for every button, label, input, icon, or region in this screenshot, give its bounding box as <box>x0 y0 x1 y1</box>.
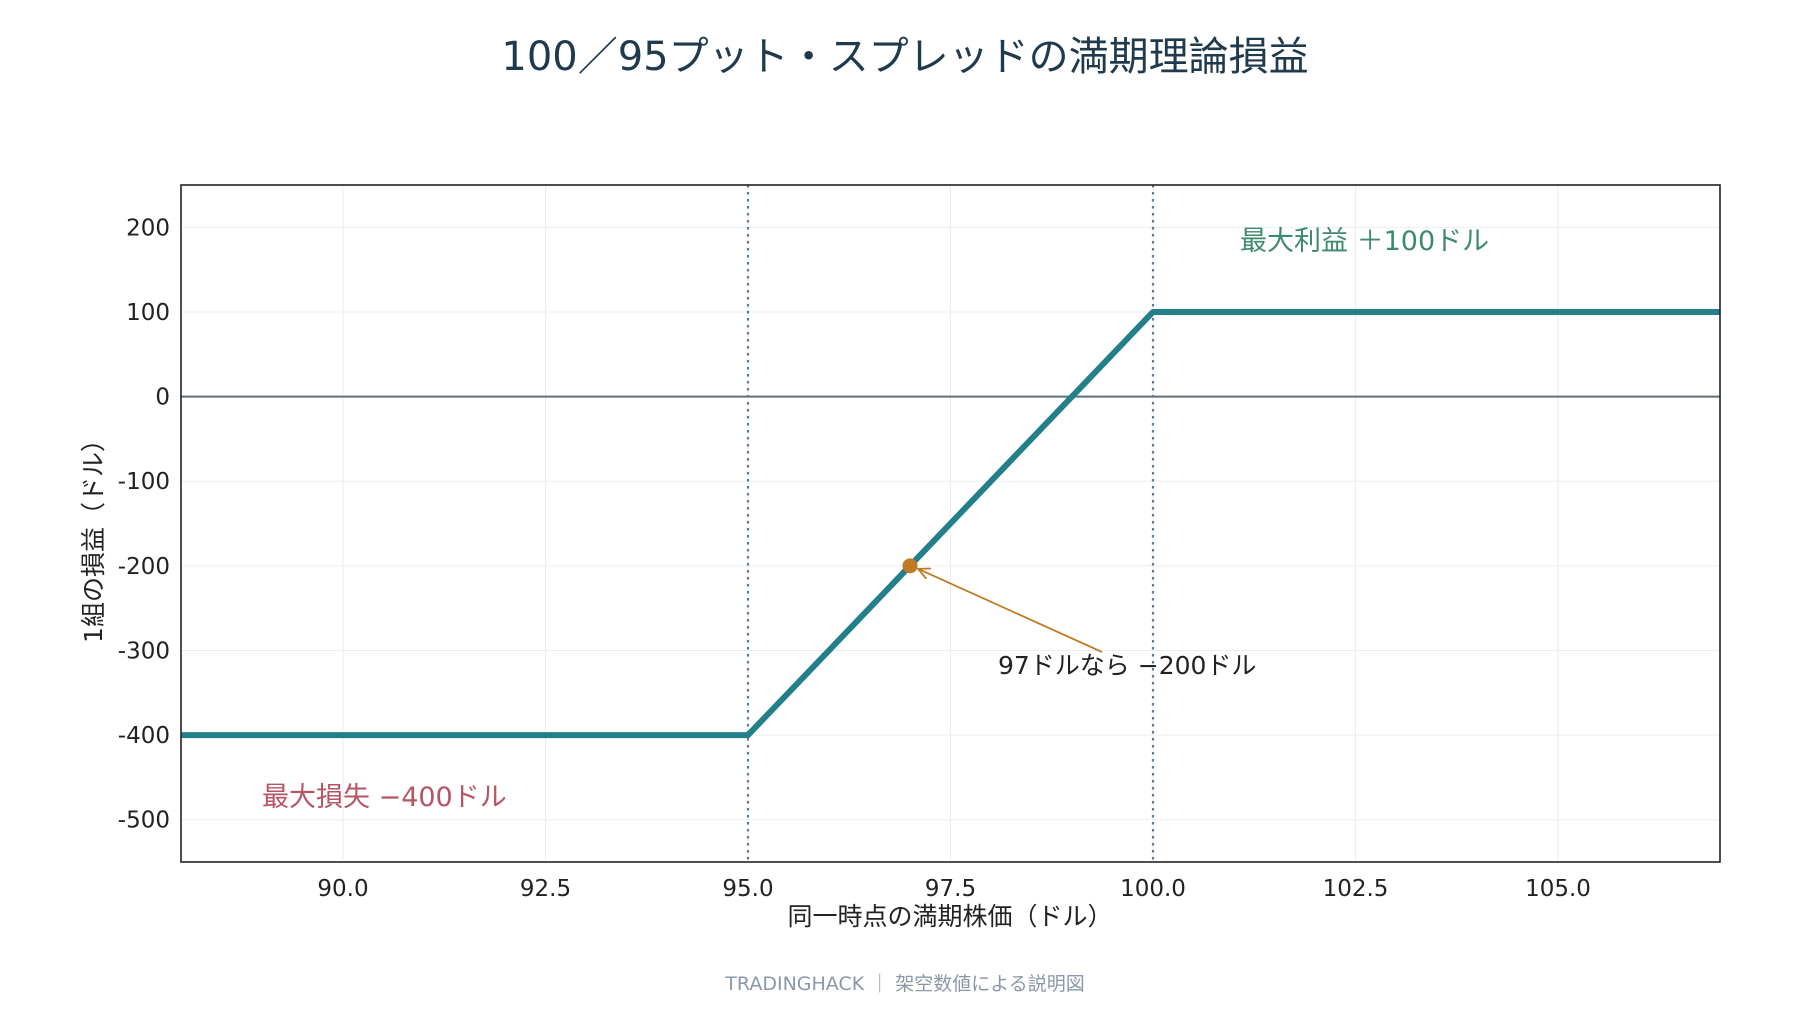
x-tick-label: 95.0 <box>722 876 773 902</box>
max-profit-label: 最大利益 ＋100ドル <box>1240 226 1489 257</box>
x-tick-label: 100.0 <box>1120 876 1186 902</box>
y-tick-label: 100 <box>126 300 170 326</box>
annotation-group: 97ドルなら −200ドル <box>902 558 1256 680</box>
x-tick-labels: 90.0 92.5 95.0 97.5 100.0 102.5 105.0 <box>317 876 1591 902</box>
footer-credit: TRADINGHACK ｜ 架空数値による説明図 <box>724 973 1084 995</box>
y-tick-label: -300 <box>118 638 170 664</box>
x-tick-label: 92.5 <box>520 876 571 902</box>
x-tick-label: 105.0 <box>1525 876 1591 902</box>
y-tick-label: 0 <box>155 385 170 411</box>
x-tick-label: 90.0 <box>317 876 368 902</box>
annotation-arrow-head <box>916 567 932 580</box>
y-tick-label: -400 <box>118 723 170 749</box>
series-group <box>181 308 1720 739</box>
payoff-line <box>181 308 1720 739</box>
y-tick-labels: 200 100 0 -100 -200 -300 -400 -500 <box>118 215 170 833</box>
plot-frame <box>180 184 1721 863</box>
y-tick-label: -200 <box>118 554 170 580</box>
y-tick-label: -500 <box>118 808 170 834</box>
y-tick-label: -100 <box>118 469 170 495</box>
x-tick-label: 102.5 <box>1323 876 1389 902</box>
y-axis-label: 1組の損益（ドル） <box>79 427 108 643</box>
highlight-label: 97ドルなら −200ドル <box>998 651 1256 680</box>
max-loss-label: 最大損失 −400ドル <box>262 782 507 813</box>
annotation-arrow-line <box>917 567 1103 653</box>
x-axis-label: 同一時点の満期株価（ドル） <box>787 902 1112 931</box>
strike-lines <box>746 185 1155 862</box>
chart-title: 100／95プット・スプレッドの満期理論損益 <box>501 34 1308 80</box>
y-tick-label: 200 <box>126 215 170 241</box>
x-tick-label: 97.5 <box>925 876 976 902</box>
highlight-point <box>902 558 918 574</box>
